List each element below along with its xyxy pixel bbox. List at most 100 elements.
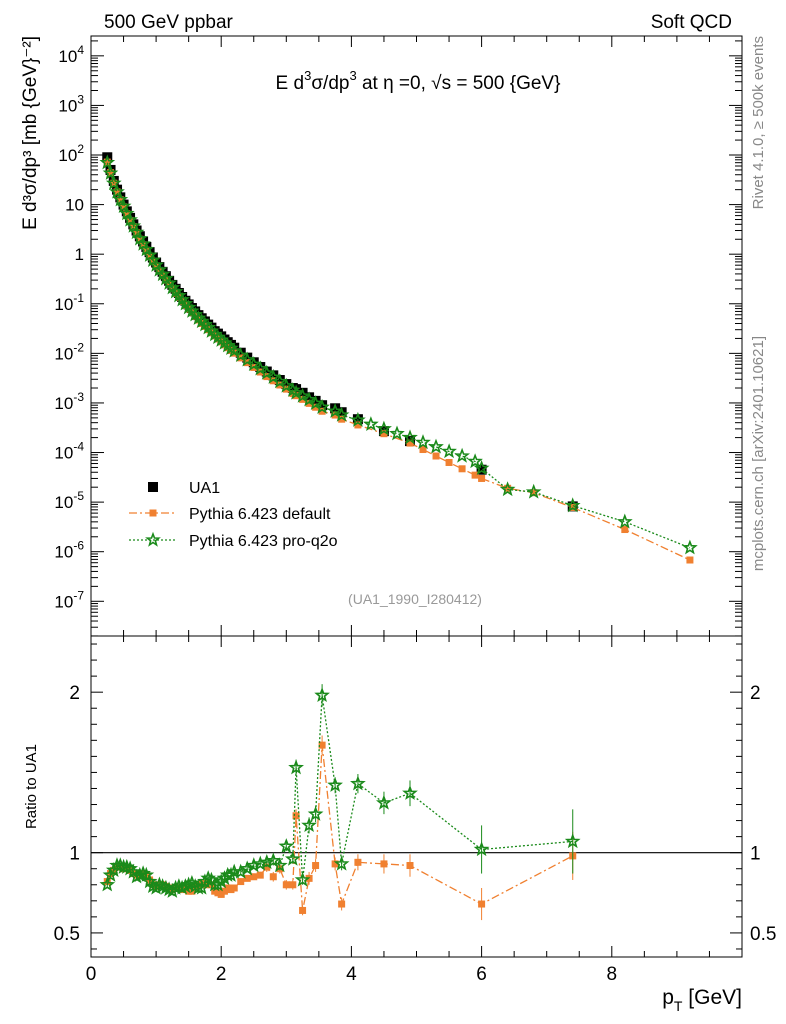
ratio-default-marker (243, 874, 251, 882)
pro-q2o-marker (333, 406, 350, 422)
pro-q2o-marker (375, 420, 392, 436)
side-label-rivet: Rivet 4.1.0, ≥ 500k events (750, 36, 767, 209)
pro-q2o-marker (258, 854, 275, 870)
pro-q2o-marker (350, 775, 366, 791)
default-marker (432, 452, 440, 460)
pro-q2o-marker (118, 205, 135, 221)
pro-q2o-marker (294, 387, 311, 403)
pro-q2o-marker (327, 777, 343, 792)
pro-q2o-marker (284, 850, 301, 866)
pro-q2o-marker (223, 866, 239, 882)
pro-q2o-marker (271, 857, 288, 873)
pro-q2o-marker (525, 483, 542, 499)
y-tick-label: 1 (75, 245, 84, 264)
pro-q2o-marker (180, 299, 197, 315)
ua1-marker (304, 392, 315, 403)
pro-q2o-marker (564, 497, 581, 513)
ratio-default-marker (230, 884, 238, 892)
ratio-default-marker (250, 873, 258, 881)
default-marker (504, 484, 512, 492)
pro-q2o-marker (122, 211, 138, 227)
y-tick-label: 10-3 (54, 390, 84, 413)
default-marker (445, 458, 453, 466)
ua1-marker (255, 362, 266, 373)
default-marker (305, 399, 313, 407)
x-axis-label: pT [GeV] (662, 986, 742, 1014)
default-marker (165, 280, 173, 288)
pro-q2o-marker (616, 513, 633, 529)
y-tick-label: 10-6 (54, 539, 84, 562)
default-marker (107, 169, 115, 177)
y-tick-label: 10-7 (54, 588, 84, 611)
pro-q2o-marker (375, 794, 392, 810)
default-marker (419, 446, 427, 454)
ratio-default-marker (354, 858, 362, 866)
ua1-marker (476, 464, 487, 475)
pro-q2o-marker (301, 391, 317, 407)
default-marker (103, 158, 111, 166)
pro-q2o-marker (252, 855, 269, 871)
ua1-marker (235, 347, 246, 358)
ua1-marker (268, 370, 279, 381)
pro-q2o-marker (112, 191, 129, 207)
y-tick-label: 10-2 (54, 340, 84, 363)
ua1-marker (330, 403, 341, 414)
default-marker (113, 188, 121, 196)
default-marker (312, 403, 320, 411)
y-tick-label: 10-5 (54, 489, 84, 512)
default-marker (162, 276, 170, 284)
pro-q2o-marker (402, 785, 418, 800)
analysis-tag: (UA1_1990_I280412) (348, 591, 482, 607)
pro-q2o-marker (138, 241, 155, 257)
ua1-marker (261, 366, 272, 377)
pro-q2o-marker (499, 481, 516, 497)
pro-q2o-marker (441, 443, 457, 459)
title-sup: 3 (304, 68, 311, 83)
ratio-tick-label-right: 2 (750, 683, 761, 704)
legend-label: Pythia 6.423 pro-q2o (189, 533, 338, 550)
pro-q2o-marker (288, 759, 304, 775)
pro-q2o-marker (200, 319, 217, 335)
side-label-mcplots: mcplots.cern.ch [arXiv:2401.10621] (750, 336, 767, 571)
default-marker (146, 252, 154, 260)
pro-q2o-marker (131, 230, 148, 246)
default-marker (168, 285, 176, 293)
ratio-tick-label-left: 0.5 (54, 924, 80, 945)
pro-q2o-marker (467, 453, 483, 469)
ratio-tick-label-right: 0.5 (750, 924, 776, 945)
pro-q2o-marker (99, 876, 116, 892)
default-marker (123, 210, 131, 218)
title-part-2: σ/dp (311, 73, 349, 94)
default-marker (354, 421, 362, 429)
legend-ua1-marker (148, 482, 158, 492)
ratio-default-marker (282, 881, 290, 889)
default-marker (318, 407, 326, 415)
default-marker (126, 216, 134, 224)
pro-q2o-marker (102, 164, 119, 180)
legend-default-marker (149, 509, 157, 517)
y-tick-label: 103 (58, 92, 84, 115)
default-marker (159, 272, 167, 280)
y-tick-label: 10 (65, 196, 84, 215)
pro-q2o-marker (145, 531, 161, 547)
ratio-plot: 0 2 4 6 8 0.5 0.5 1 1 2 2 (54, 635, 776, 985)
default-line (106, 161, 691, 561)
pro-q2o-marker (402, 429, 418, 445)
default-marker (331, 411, 339, 419)
ratio-default-marker (289, 881, 297, 889)
pro-q2o-marker (363, 416, 379, 432)
pro-q2o-marker (245, 857, 262, 873)
ua1-marker (297, 387, 308, 398)
x-label-sub: T (674, 998, 683, 1014)
pro-q2o-marker (301, 817, 317, 833)
default-marker (686, 556, 694, 564)
pro-q2o-marker (333, 855, 350, 871)
ratio-default-marker (338, 900, 346, 908)
default-marker (338, 415, 346, 423)
y-tick-label: 10-4 (54, 440, 84, 463)
y-axis-label: E d³σ/dp³ [mb {GeV}⁻²] (20, 36, 41, 230)
pro-q2o-marker (327, 402, 343, 418)
ua1-marker (274, 375, 285, 386)
ratio-y-axis-label: Ratio to UA1 (23, 744, 40, 829)
